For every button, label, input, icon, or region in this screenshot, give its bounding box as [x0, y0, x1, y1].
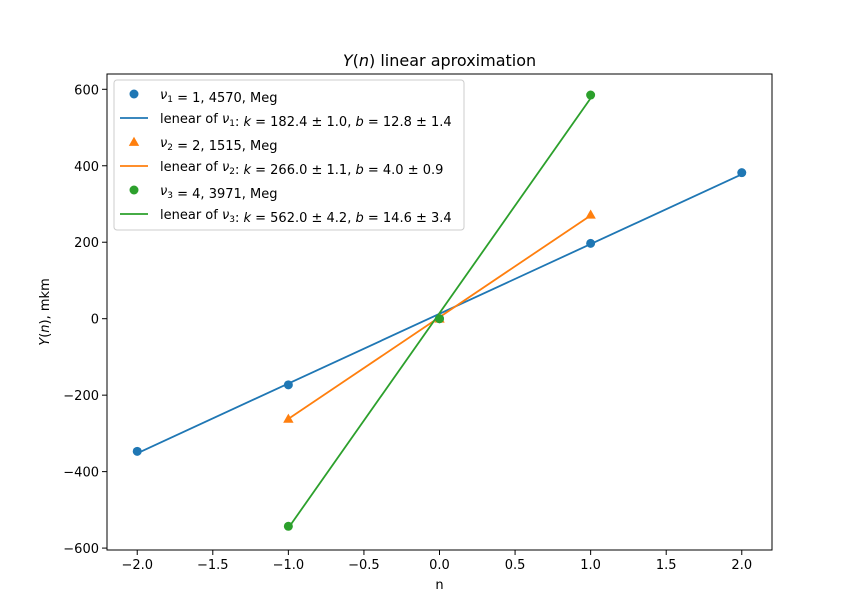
- legend-frame: [113, 79, 465, 231]
- y-tick-label: 600: [74, 83, 99, 98]
- y-tick-label: −200: [63, 389, 99, 404]
- y-tick-label: −400: [63, 466, 99, 481]
- data-point-series-3: [435, 314, 444, 324]
- data-point-series-2: [283, 413, 294, 423]
- x-axis-label: n: [435, 578, 443, 593]
- fit-line-series-3: [287, 97, 592, 529]
- legend-entry-label: ν2 = 2, 1515, Meg: [160, 136, 278, 154]
- x-tick-label: −0.5: [348, 558, 380, 573]
- x-tick-label: −1.5: [197, 558, 229, 573]
- x-tick-label: 0.0: [429, 558, 450, 573]
- legend: ν1 = 1, 4570, Meg lenear of ν1: k = 182.4…: [113, 79, 465, 231]
- legend-entry-label: ν3 = 4, 3971, Meg: [160, 184, 278, 202]
- x-tick-label: 0.5: [505, 558, 526, 573]
- axes: −2.0 −1.5 −1.0 −0.5 0.0 0.5 1.0 1.5 2.0 −600 −400 −…: [63, 73, 773, 573]
- x-tick-label: 1.0: [580, 558, 601, 573]
- y-tick-label: 0: [91, 313, 99, 328]
- y-tick-label: −600: [63, 542, 99, 557]
- legend-entry-label: ν1 = 1, 4570, Meg: [160, 88, 278, 106]
- y-axis-label: Y(n), mkm: [38, 278, 53, 345]
- data-point-series-1: [283, 380, 293, 390]
- x-tick-label: −2.0: [121, 558, 153, 573]
- legend-marker-series-2: [128, 136, 140, 146]
- legend-marker-series-3: [129, 185, 139, 195]
- data-point-series-1: [132, 446, 142, 456]
- x-tick-label: 1.5: [656, 558, 677, 573]
- data-point-series-2: [585, 209, 596, 219]
- legend-marker-series-1: [129, 89, 139, 99]
- legend-entry-label: lenear of ν2: k = 266.0 ± 1.1, b = 4.0 ±…: [160, 160, 443, 178]
- legend-entry-label: lenear of ν1: k = 182.4 ± 1.0, b = 12.8 …: [160, 112, 452, 130]
- legend-entry-label: lenear of ν3: k = 562.0 ± 4.2, b = 14.6 …: [160, 208, 452, 226]
- x-tick-label: 2.0: [731, 558, 752, 573]
- y-tick-label: 400: [74, 160, 99, 175]
- data-point-series-3: [586, 90, 596, 100]
- data-point-series-3: [283, 521, 293, 531]
- plot-area: [132, 90, 747, 531]
- x-tick-label: −1.0: [273, 558, 305, 573]
- y-tick-label: 200: [74, 236, 99, 251]
- data-point-series-1: [586, 238, 596, 248]
- data-point-series-1: [737, 168, 747, 178]
- chart-title: Y(n) linear aproximation: [343, 51, 536, 70]
